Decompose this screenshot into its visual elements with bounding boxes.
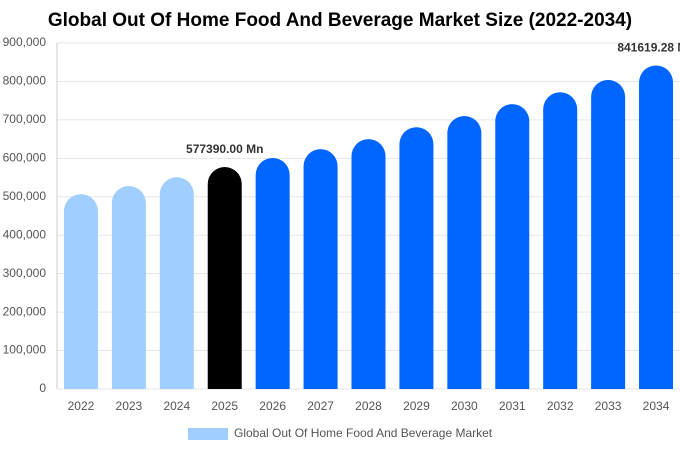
bar [591, 79, 626, 389]
legend-label: Global Out Of Home Food And Beverage Mar… [234, 426, 493, 440]
x-tick-label: 2025 [211, 399, 238, 413]
y-tick-label: 600,000 [3, 151, 47, 165]
x-tick-label: 2026 [259, 399, 286, 413]
x-tick-label: 2034 [643, 399, 670, 413]
bar [255, 157, 290, 389]
y-tick-label: 400,000 [3, 227, 47, 241]
x-tick-label: 2023 [116, 399, 143, 413]
y-tick-label: 200,000 [3, 304, 47, 318]
y-tick-label: 300,000 [3, 266, 47, 280]
chart-title: Global Out Of Home Food And Beverage Mar… [48, 10, 632, 31]
y-tick-label: 0 [39, 381, 46, 395]
x-tick-label: 2031 [499, 399, 526, 413]
x-tick-label: 2027 [307, 399, 334, 413]
y-tick-label: 700,000 [3, 112, 47, 126]
bar [543, 92, 578, 389]
x-tick-label: 2033 [595, 399, 622, 413]
bar [159, 177, 194, 389]
bar [111, 186, 146, 389]
y-tick-label: 800,000 [3, 74, 47, 88]
bar [63, 194, 98, 389]
bar [399, 127, 434, 389]
legend-swatch [188, 428, 228, 440]
x-tick-label: 2024 [163, 399, 190, 413]
bar [639, 65, 674, 389]
bar [303, 149, 338, 389]
bar [207, 167, 242, 389]
x-tick-label: 2022 [68, 399, 95, 413]
y-tick-label: 900,000 [3, 35, 47, 49]
bar [351, 139, 386, 389]
x-tick-label: 2030 [451, 399, 478, 413]
x-tick-label: 2032 [547, 399, 574, 413]
x-tick-label: 2028 [355, 399, 382, 413]
y-tick-label: 500,000 [3, 189, 47, 203]
x-tick-label: 2029 [403, 399, 430, 413]
data-label: 577390.00 Mn [186, 142, 263, 156]
data-label: 841619.28 Mn [617, 41, 680, 55]
bar [447, 116, 482, 390]
bar [495, 104, 530, 390]
y-tick-label: 100,000 [3, 343, 47, 357]
